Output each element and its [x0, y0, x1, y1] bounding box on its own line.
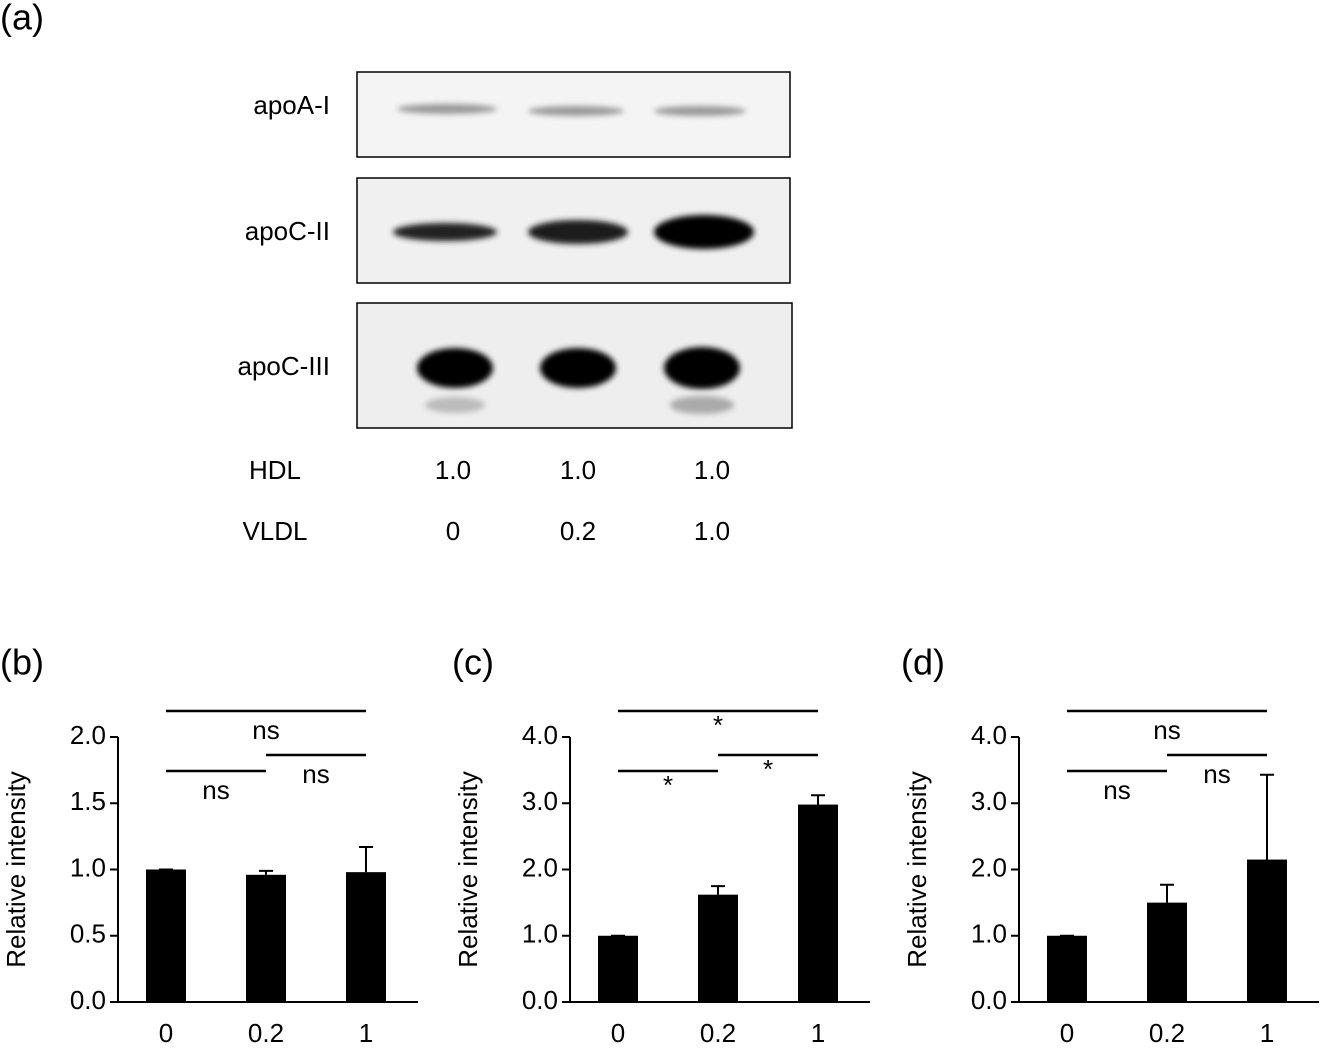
panel-label: (b) — [0, 642, 44, 683]
y-tick-label: 4.0 — [971, 720, 1007, 750]
y-tick-label: 4.0 — [522, 720, 558, 750]
significance-label: ns — [1153, 715, 1180, 745]
bar — [1147, 902, 1187, 1002]
x-tick-label: 1 — [1260, 1018, 1274, 1048]
error-bar — [1160, 883, 1174, 903]
panel-label: (c) — [452, 642, 494, 683]
band — [417, 348, 493, 388]
y-tick-label: 1.0 — [522, 919, 558, 949]
y-tick-label: 0.0 — [971, 985, 1007, 1015]
condition-level: 1.0 — [694, 455, 730, 485]
band — [670, 396, 734, 414]
y-tick-label: 0.0 — [70, 985, 106, 1015]
bar — [246, 874, 286, 1002]
condition-level: 0 — [446, 516, 460, 546]
band-label: apoC-III — [238, 351, 331, 381]
band — [393, 223, 497, 241]
significance-label: ns — [1203, 759, 1230, 789]
band — [664, 347, 740, 389]
band — [397, 104, 497, 114]
bar — [146, 869, 186, 1002]
x-tick-label: 0.2 — [700, 1018, 736, 1048]
bands — [393, 104, 754, 414]
condition-level: 1.0 — [694, 516, 730, 546]
condition-name: VLDL — [242, 516, 307, 546]
condition-level: 1.0 — [560, 455, 596, 485]
y-tick-label: 2.0 — [70, 720, 106, 750]
panel-label: (d) — [901, 642, 945, 683]
significance-label: ns — [1103, 775, 1130, 805]
error-bar — [811, 794, 825, 805]
band — [654, 215, 754, 249]
x-tick-label: 0.2 — [248, 1018, 284, 1048]
bar — [698, 894, 738, 1002]
condition-name: HDL — [249, 455, 301, 485]
band-label: apoA-I — [253, 90, 330, 120]
condition-level: 0.2 — [560, 516, 596, 546]
bar — [1247, 859, 1287, 1002]
x-tick-label: 1 — [359, 1018, 373, 1048]
band — [654, 106, 746, 116]
y-tick-label: 1.0 — [70, 852, 106, 882]
bar — [598, 935, 638, 1002]
error-bar — [1260, 773, 1274, 860]
band-label: apoC-II — [245, 216, 330, 246]
band — [425, 397, 485, 413]
bar — [1047, 935, 1087, 1002]
y-tick-label: 3.0 — [522, 786, 558, 816]
y-tick-label: 1.0 — [971, 919, 1007, 949]
x-tick-label: 0 — [611, 1018, 625, 1048]
x-tick-label: 0.2 — [1149, 1018, 1185, 1048]
bar — [798, 804, 838, 1002]
band — [540, 348, 616, 388]
significance-label: ns — [252, 715, 279, 745]
y-tick-label: 1.5 — [70, 786, 106, 816]
significance-label: * — [713, 710, 723, 740]
x-tick-label: 1 — [811, 1018, 825, 1048]
significance-label: ns — [302, 759, 329, 789]
y-tick-label: 0.0 — [522, 985, 558, 1015]
y-tick-label: 2.0 — [522, 852, 558, 882]
y-axis-label: Relative intensity — [902, 771, 932, 968]
error-bar — [359, 845, 373, 873]
x-tick-label: 0 — [159, 1018, 173, 1048]
y-axis-label: Relative intensity — [453, 771, 483, 968]
panel-label: (a) — [0, 0, 44, 38]
x-tick-label: 0 — [1060, 1018, 1074, 1048]
y-tick-label: 2.0 — [971, 852, 1007, 882]
y-axis-label: Relative intensity — [1, 771, 31, 968]
significance-label: ns — [202, 775, 229, 805]
error-bar — [259, 869, 273, 875]
y-tick-label: 3.0 — [971, 786, 1007, 816]
error-bar — [711, 885, 725, 895]
band — [528, 106, 624, 116]
bar — [346, 872, 386, 1002]
significance-label: * — [763, 754, 773, 784]
condition-level: 1.0 — [435, 455, 471, 485]
significance-label: * — [663, 770, 673, 800]
band — [528, 220, 628, 244]
y-tick-label: 0.5 — [70, 919, 106, 949]
